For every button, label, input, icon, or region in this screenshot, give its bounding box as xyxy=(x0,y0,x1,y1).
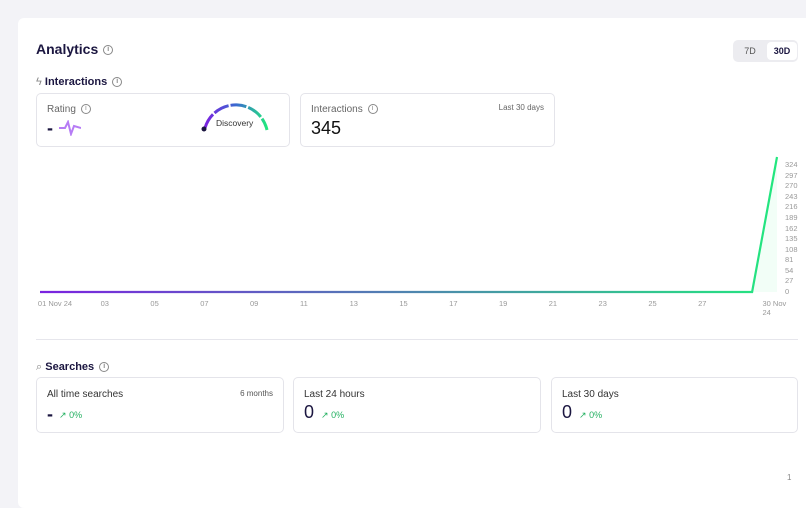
info-icon[interactable]: i xyxy=(103,45,114,56)
card-label: All time searches xyxy=(47,389,124,400)
change-value: 0% xyxy=(331,410,345,420)
interactions-period: Last 30 days xyxy=(498,103,544,112)
y-tick-label: 27 xyxy=(785,276,794,286)
x-tick-label: 11 xyxy=(300,299,308,308)
rating-value: - xyxy=(47,118,53,138)
y-tick-label: 189 xyxy=(785,213,798,223)
card-label: Last 24 hours xyxy=(304,389,365,400)
trend-up-icon: ↗ xyxy=(321,410,329,420)
rating-label: Rating xyxy=(47,104,76,115)
series-area xyxy=(40,157,777,292)
search-icon: ⌕ xyxy=(36,361,43,373)
range-toggle[interactable]: 7D 30D xyxy=(733,40,798,62)
x-tick-label: 01 Nov 24 xyxy=(37,299,73,308)
x-tick-label: 27 xyxy=(698,299,707,308)
x-tick-label: 30 Nov 24 xyxy=(762,299,787,317)
card-value: - xyxy=(47,404,53,424)
gauge-label: Discovery xyxy=(216,118,254,128)
search-card-24h: Last 24 hours 0 ↗ 0% xyxy=(293,377,541,433)
y-tick-label: 54 xyxy=(785,265,794,275)
search-card-30d: Last 30 days 0 ↗ 0% xyxy=(551,377,798,433)
x-tick-label: 05 xyxy=(150,299,159,308)
y-tick-label: 216 xyxy=(785,202,798,212)
change-value: 0% xyxy=(589,410,603,420)
series-line xyxy=(40,156,779,294)
title-text: Analytics xyxy=(36,41,99,57)
y-tick-label: 81 xyxy=(785,255,794,265)
y-tick-label: 108 xyxy=(785,244,798,254)
info-icon[interactable]: i xyxy=(99,362,110,373)
lightning-icon: ϟ xyxy=(36,76,42,88)
x-tick-label: 13 xyxy=(349,299,358,308)
rating-gauge xyxy=(201,103,269,132)
trend-change: ↗ 0% xyxy=(59,410,82,421)
x-tick-label: 07 xyxy=(200,299,209,308)
page-number: 1 xyxy=(787,473,792,482)
y-tick-label: 243 xyxy=(785,191,798,201)
gauge-marker xyxy=(201,126,207,132)
x-tick-label: 15 xyxy=(399,299,408,308)
y-tick-label: 0 xyxy=(785,287,790,296)
y-tick-label: 270 xyxy=(785,181,798,191)
info-icon[interactable]: i xyxy=(112,77,123,88)
interactions-value: 345 xyxy=(311,118,342,138)
interactions-label: Interactions xyxy=(311,104,363,115)
interactions-title: Interactions xyxy=(44,76,108,88)
x-tick-label: 09 xyxy=(250,299,259,308)
searches-heading: ⌕ Searches i xyxy=(36,361,110,374)
rating-card: Rating i - Discovery xyxy=(36,93,290,147)
x-tick-label: 25 xyxy=(648,299,657,308)
trend-up-icon: ↗ xyxy=(59,410,67,420)
y-tick-label: 135 xyxy=(785,234,798,244)
x-tick-label: 03 xyxy=(100,299,109,308)
card-label: Last 30 days xyxy=(562,389,619,400)
range-30d-button[interactable]: 30D xyxy=(767,42,797,60)
range-7d-button[interactable]: 7D xyxy=(744,46,756,56)
trend-change: ↗ 0% xyxy=(579,410,602,421)
card-value: 0 xyxy=(562,402,573,422)
divider xyxy=(36,339,798,340)
pulse-icon xyxy=(59,120,81,136)
y-tick-label: 324 xyxy=(785,160,798,170)
change-value: 0% xyxy=(69,410,83,420)
info-icon[interactable]: i xyxy=(80,104,91,115)
interactions-heading: ϟ Interactions i xyxy=(36,76,123,88)
interactions-card: Interactions i Last 30 days 345 xyxy=(300,93,555,147)
page-title: Analytics i xyxy=(36,41,114,57)
info-icon[interactable]: i xyxy=(367,104,378,115)
card-period: 6 months xyxy=(240,389,273,398)
x-tick-label: 23 xyxy=(598,299,607,308)
x-tick-label: 17 xyxy=(449,299,458,308)
card-value: 0 xyxy=(304,402,315,422)
searches-title: Searches xyxy=(45,361,95,373)
trend-change: ↗ 0% xyxy=(321,410,344,421)
interactions-chart xyxy=(40,156,779,294)
y-tick-label: 162 xyxy=(785,223,798,233)
x-tick-label: 19 xyxy=(498,299,508,308)
x-tick-label: 21 xyxy=(548,299,558,308)
trend-up-icon: ↗ xyxy=(579,410,587,420)
y-tick-label: 297 xyxy=(785,170,798,180)
search-card-all-time: All time searches 6 months - ↗ 0% xyxy=(36,377,284,433)
